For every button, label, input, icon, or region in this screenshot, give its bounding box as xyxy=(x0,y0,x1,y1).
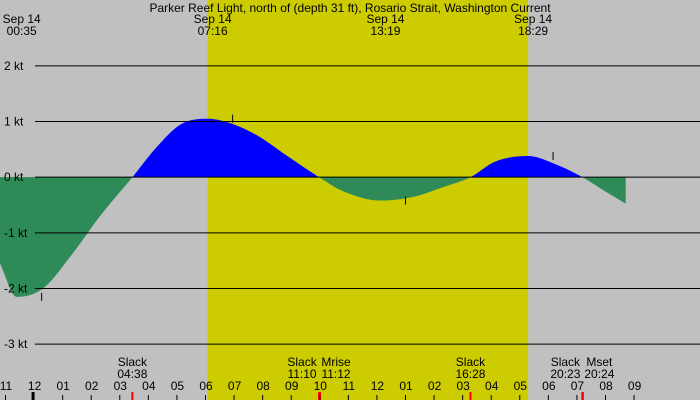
flood-area-1 xyxy=(132,118,320,178)
peak-date-label: Sep 14 xyxy=(366,12,404,26)
event-time-label: 04:38 xyxy=(117,367,147,381)
event-time-label: 20:24 xyxy=(584,367,614,381)
peak-time-label: 07:16 xyxy=(198,24,228,38)
x-tick-mark xyxy=(62,395,64,400)
x-tick-label: 01 xyxy=(56,379,70,393)
x-tick-mark xyxy=(633,395,635,400)
peak-date-label: Sep 14 xyxy=(194,12,232,26)
x-tick-label: 03 xyxy=(456,379,470,393)
grid-lines: 2 kt 1 kt 0 kt -1 kt -2 kt -3 kt xyxy=(4,59,700,351)
x-tick-label: 10 xyxy=(314,379,328,393)
x-tick-mark xyxy=(262,395,264,400)
x-tick-label: 08 xyxy=(599,379,613,393)
x-tick-mark xyxy=(147,395,149,400)
x-tick-label: 03 xyxy=(114,379,128,393)
current-curve xyxy=(0,118,626,297)
x-tick-mark xyxy=(547,395,549,400)
event-time-label: 16:28 xyxy=(455,367,485,381)
x-tick-mark xyxy=(605,395,606,400)
event-name-label: Slack xyxy=(287,355,317,369)
x-tick-mark xyxy=(462,395,464,400)
ebb-area-2 xyxy=(319,177,471,201)
x-tick-label: 02 xyxy=(428,379,442,393)
chart-title: Parker Reef Light, north of (depth 31 ft… xyxy=(149,1,551,15)
flood-area-3 xyxy=(470,156,583,178)
x-tick-label: 11 xyxy=(0,379,13,393)
x-tick-mark xyxy=(233,395,235,400)
x-tick-mark xyxy=(5,395,6,400)
y-tick-label: 2 kt xyxy=(4,59,24,73)
x-tick-label: 07 xyxy=(571,379,585,393)
x-tick-label: 02 xyxy=(85,379,99,393)
x-tick-mark xyxy=(290,395,292,400)
x-tick-mark xyxy=(519,395,521,400)
x-tick-label: 07 xyxy=(228,379,242,393)
peak-time-label: 00:35 xyxy=(7,24,37,38)
event-name-label: Mrise xyxy=(321,355,351,369)
x-tick-label: 05 xyxy=(514,379,528,393)
event-name-label: Slack xyxy=(118,355,148,369)
y-tick-label: -2 kt xyxy=(4,282,28,296)
x-tick-mark xyxy=(347,395,349,400)
x-tick-mark xyxy=(90,395,92,400)
ebb-area-4 xyxy=(582,177,626,204)
x-tick-mark xyxy=(576,395,578,400)
x-axis: 11 12 01 02 03 04 05 06 07 08 09 10 11 12 01 02 03 04 05 06… xyxy=(0,379,642,400)
event-tick xyxy=(581,392,584,400)
event-tick xyxy=(131,392,134,400)
x-tick-mark xyxy=(31,392,35,400)
peak-time-label: 18:29 xyxy=(518,24,548,38)
x-tick-label: 12 xyxy=(371,379,385,393)
event-time-label: 11:12 xyxy=(321,367,350,381)
x-tick-mark xyxy=(176,395,178,400)
x-tick-label: 05 xyxy=(171,379,185,393)
x-tick-label: 04 xyxy=(485,379,499,393)
event-time-label: 11:10 xyxy=(287,367,316,381)
daylight-band xyxy=(207,0,529,400)
ebb-area-0 xyxy=(0,177,133,297)
y-tick-label: -3 kt xyxy=(4,337,28,351)
peak-date-label: Sep 14 xyxy=(3,12,41,26)
x-tick-mark xyxy=(205,395,206,400)
event-labels: Slack04:38Slack11:10Mrise11:12Slack16:28… xyxy=(117,355,615,400)
x-tick-mark xyxy=(319,395,321,400)
x-tick-label: 06 xyxy=(542,379,556,393)
x-tick-label: 04 xyxy=(142,379,156,393)
event-name-label: Mset xyxy=(586,355,613,369)
x-tick-label: 06 xyxy=(199,379,213,393)
y-tick-label: -1 kt xyxy=(4,226,28,240)
x-tick-mark xyxy=(490,395,492,400)
event-name-label: Slack xyxy=(551,355,581,369)
x-tick-label: 12 xyxy=(28,379,42,393)
event-name-label: Slack xyxy=(456,355,486,369)
x-tick-label: 11 xyxy=(343,379,356,393)
peak-time-label: 13:19 xyxy=(370,24,400,38)
x-tick-label: 01 xyxy=(399,379,413,393)
y-tick-label: 0 kt xyxy=(4,170,24,184)
x-tick-mark xyxy=(405,395,406,400)
x-tick-label: 09 xyxy=(628,379,642,393)
x-tick-mark xyxy=(433,395,435,400)
y-tick-label: 1 kt xyxy=(4,115,24,129)
x-tick-mark xyxy=(376,395,378,400)
x-tick-label: 09 xyxy=(285,379,299,393)
x-tick-mark xyxy=(119,395,121,400)
x-tick-label: 08 xyxy=(256,379,270,393)
peak-date-label: Sep 14 xyxy=(514,12,552,26)
event-time-label: 20:23 xyxy=(550,367,580,381)
event-tick xyxy=(469,392,472,400)
